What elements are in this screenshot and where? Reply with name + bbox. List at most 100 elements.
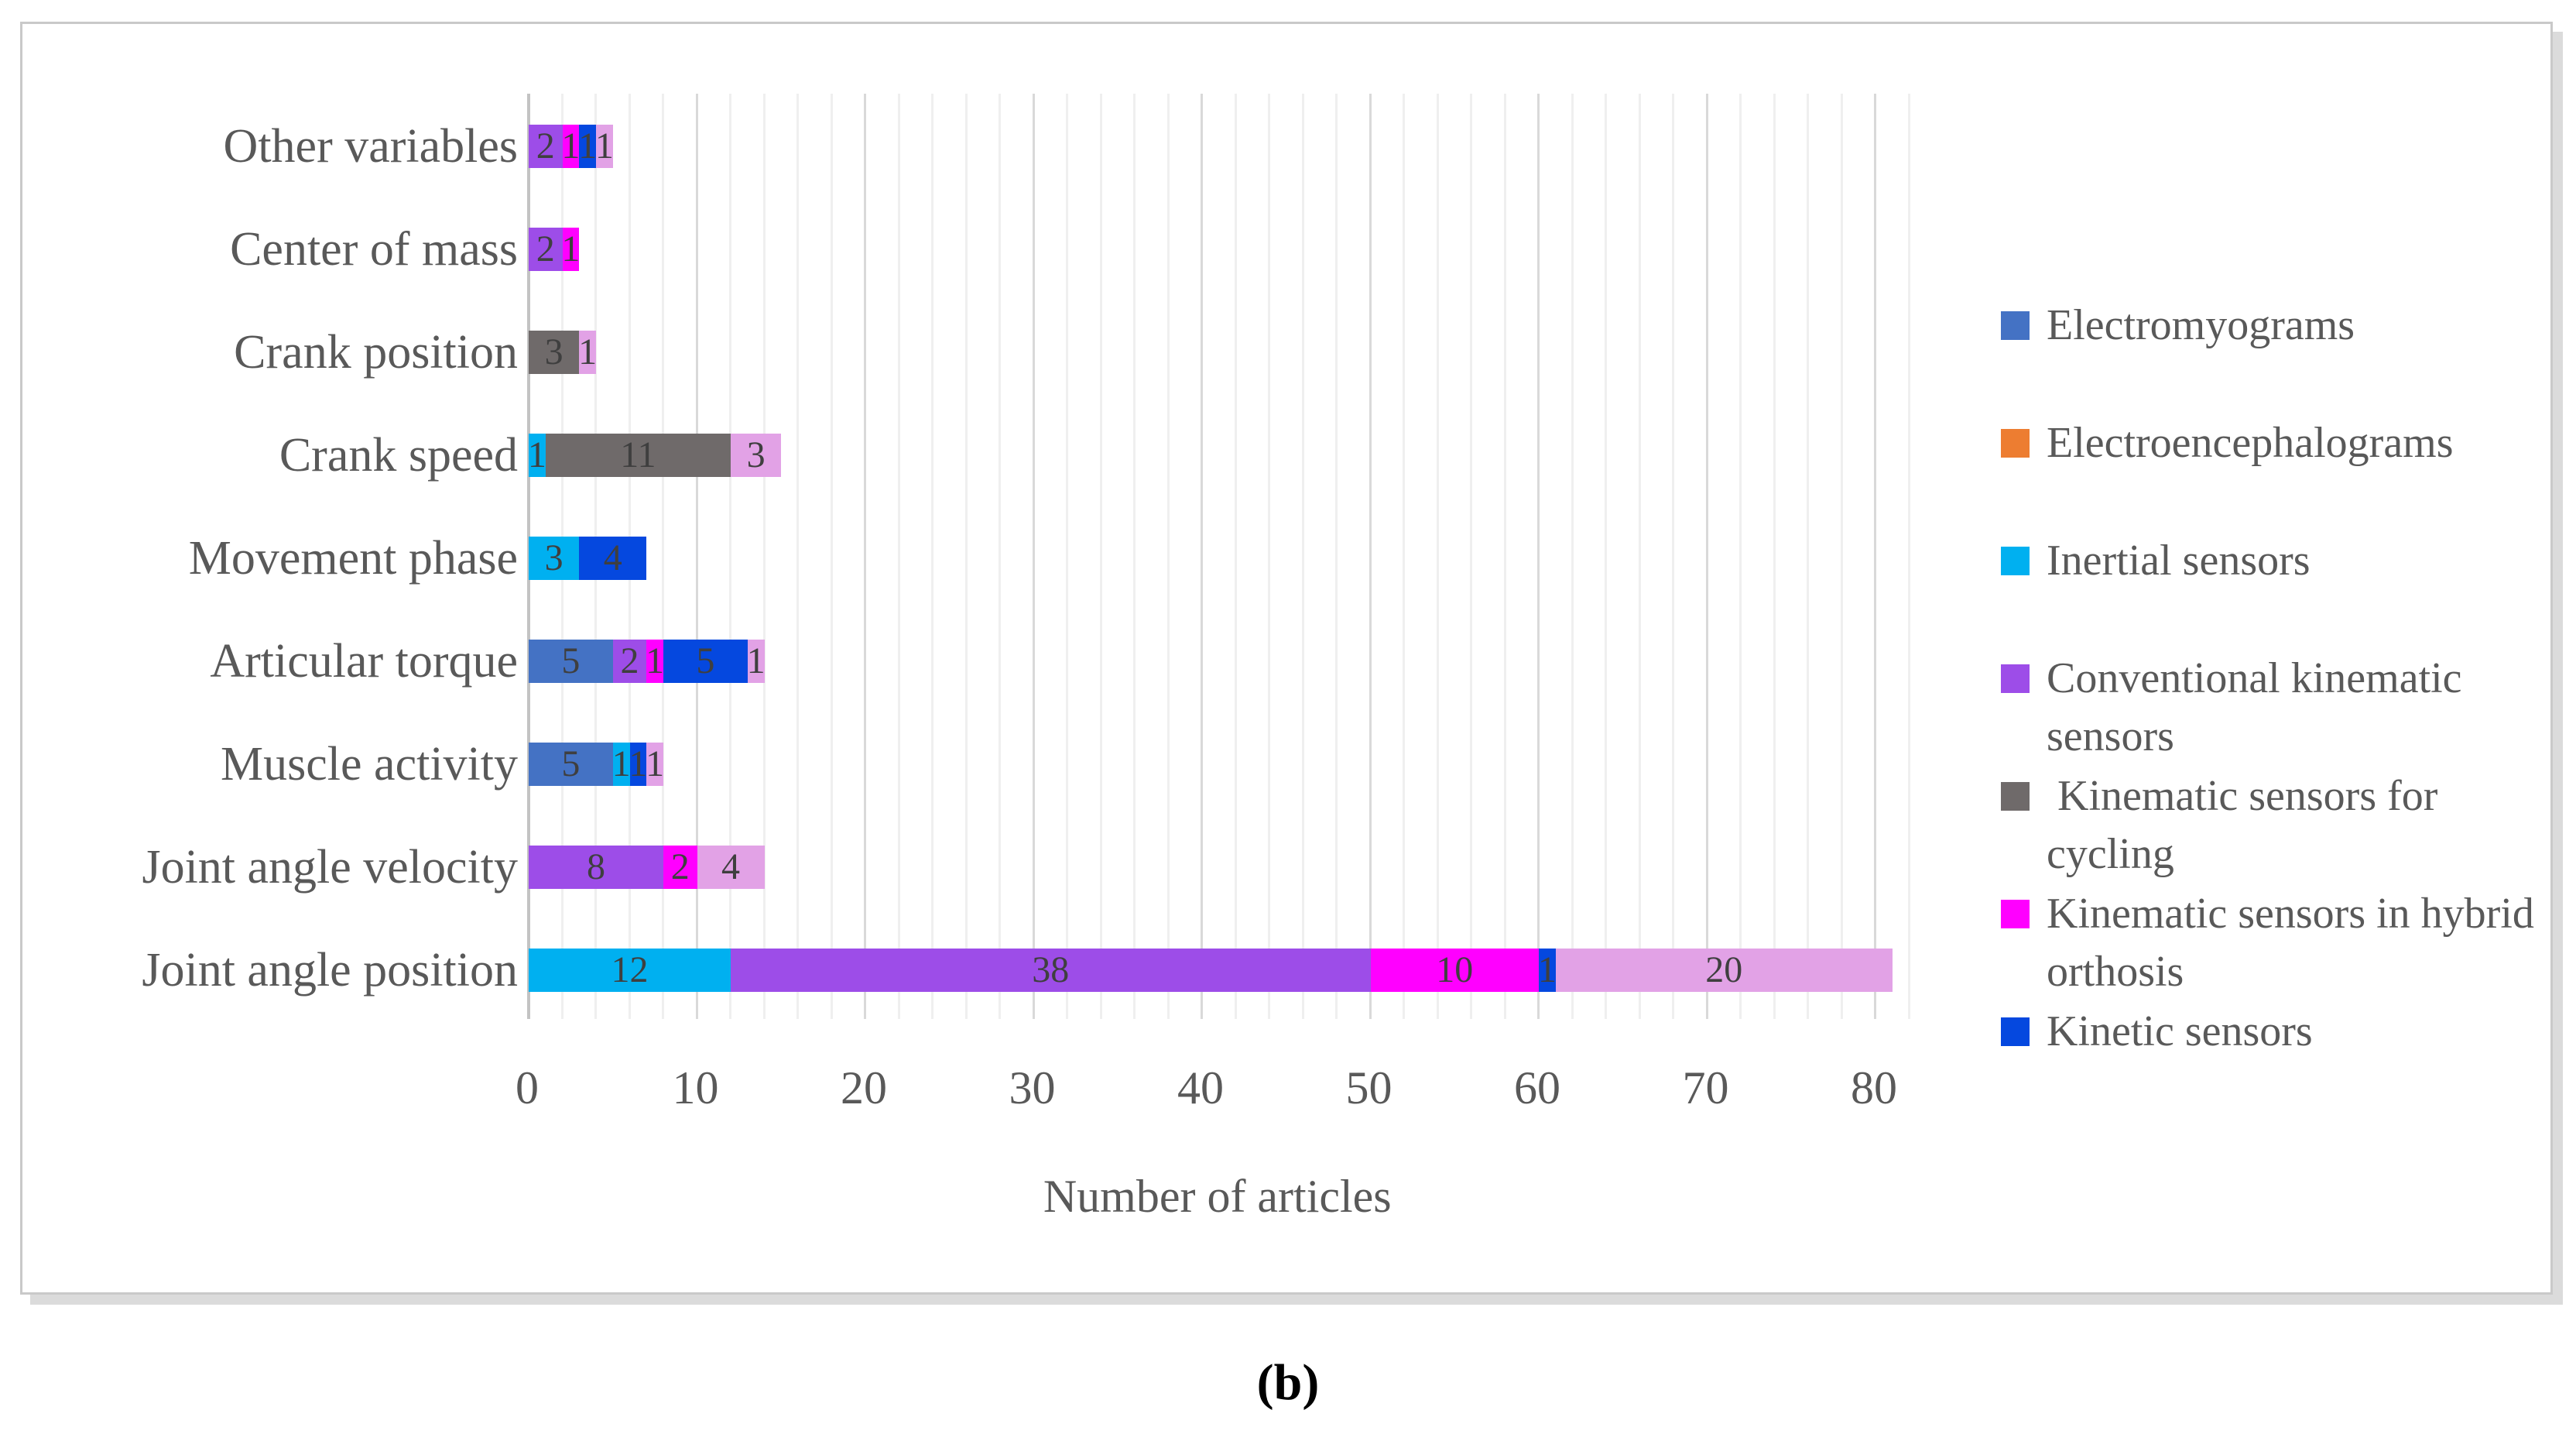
- bar-segment: 1: [629, 743, 648, 786]
- x-tick-label: 80: [1851, 1062, 1897, 1113]
- legend-label: Electromyograms: [2047, 301, 2355, 349]
- bar-value-label: 1: [561, 228, 581, 269]
- bar-value-label: 4: [721, 846, 740, 887]
- bar-segment: 5: [529, 640, 613, 683]
- bar-value-label: 1: [746, 640, 766, 681]
- bar-value-label: 2: [620, 640, 639, 681]
- x-tick-label: 70: [1682, 1062, 1729, 1113]
- x-tick-label: 30: [1009, 1062, 1056, 1113]
- gridline: [796, 94, 799, 1019]
- legend-item: Electromyograms: [2001, 297, 2574, 414]
- bar-value-label: 1: [629, 743, 648, 784]
- legend-label: Kinetic sensors: [2047, 1007, 2313, 1055]
- gridline: [1605, 94, 1607, 1019]
- chart-legend: Electromyograms Electroencephalograms Iner…: [2001, 297, 2574, 1120]
- gridline: [999, 94, 1001, 1019]
- bar-value-label: 2: [536, 125, 555, 166]
- chart-figure-box: Other variables 2 1 1 1 Center of mass 2 1 Crank…: [20, 22, 2553, 1295]
- bar-segment: 5: [529, 743, 613, 786]
- bar-segment: 4: [697, 846, 765, 889]
- bar-segment: 11: [545, 434, 731, 477]
- legend-item: Kinematic sensors for cycling: [2001, 767, 2574, 885]
- bar-segment: 1: [528, 434, 546, 477]
- bar-segment: 1: [746, 640, 766, 683]
- bar-value-label: 20: [1705, 949, 1743, 990]
- plot-area: Other variables 2 1 1 1 Center of mass 2 1 Crank…: [22, 24, 2550, 1292]
- bar-segment: 10: [1370, 949, 1539, 992]
- gridline: [897, 94, 900, 1019]
- bar-segment: 1: [612, 743, 631, 786]
- bar-value-label: 5: [561, 640, 581, 681]
- category-label: Movement phase: [188, 531, 518, 585]
- legend-swatch-icon: [2001, 1017, 2030, 1046]
- category-label: Articular torque: [210, 634, 518, 688]
- legend-swatch-icon: [2001, 900, 2030, 928]
- gridline: [1234, 94, 1237, 1019]
- bar-segment: 1: [594, 125, 614, 168]
- x-tick-label: 0: [516, 1062, 539, 1113]
- bar-value-label: 1: [594, 125, 614, 166]
- x-tick-label: 20: [841, 1062, 887, 1113]
- bar-segment: 1: [561, 228, 581, 271]
- gridline: [1268, 94, 1270, 1019]
- gridline: [1537, 94, 1540, 1019]
- bar-value-label: 2: [670, 846, 690, 887]
- legend-label: Electroencephalograms: [2047, 419, 2454, 467]
- gridline: [1166, 94, 1170, 1019]
- category-label: Muscle activity: [221, 737, 518, 791]
- bar-value-label: 1: [646, 743, 665, 784]
- bar-segment: 3: [731, 434, 782, 477]
- category-label: Other variables: [223, 119, 518, 173]
- gridline: [931, 94, 933, 1019]
- legend-label: Kinematic sensors for cycling: [2047, 772, 2449, 878]
- bar-segment: 1: [578, 125, 598, 168]
- legend-swatch-icon: [2001, 782, 2030, 811]
- bar-segment: 8: [529, 846, 663, 889]
- legend-swatch-icon: [2001, 311, 2030, 340]
- bar-value-label: 11: [620, 434, 656, 475]
- bar-segment: 2: [529, 228, 563, 271]
- legend-item: Kinetic sensors: [2001, 1003, 2574, 1120]
- category-label: Joint angle velocity: [142, 840, 518, 894]
- category-label: Crank speed: [279, 428, 518, 482]
- gridline: [1301, 94, 1304, 1019]
- gridline: [1066, 94, 1068, 1019]
- bar-value-label: 5: [696, 640, 715, 681]
- bar-value-label: 38: [1032, 949, 1070, 990]
- bar-segment: 20: [1555, 949, 1893, 992]
- gridline: [1874, 94, 1876, 1019]
- bar-segment: 38: [731, 949, 1371, 992]
- gridline: [695, 94, 698, 1019]
- bar-value-label: 2: [536, 228, 555, 269]
- bar-segment: 4: [579, 537, 647, 580]
- bar-segment: 3: [529, 331, 580, 374]
- x-tick-label: 40: [1177, 1062, 1224, 1113]
- x-tick-label: 50: [1345, 1062, 1392, 1113]
- legend-swatch-icon: [2001, 664, 2030, 693]
- gridline: [1201, 94, 1203, 1019]
- legend-item: Conventional kinematic sensors: [2001, 650, 2574, 767]
- x-tick-label: 10: [672, 1062, 719, 1113]
- legend-label: Inertial sensors: [2047, 537, 2311, 585]
- gridline: [1739, 94, 1742, 1019]
- category-label: Crank position: [234, 325, 518, 379]
- category-label: Joint angle position: [142, 943, 518, 997]
- bar-value-label: 1: [578, 125, 598, 166]
- category-label: Center of mass: [230, 222, 518, 276]
- gridline: [1773, 94, 1776, 1019]
- legend-swatch-icon: [2001, 429, 2030, 458]
- bar-segment: 2: [663, 846, 697, 889]
- bar-value-label: 10: [1436, 949, 1474, 990]
- gridline: [1368, 94, 1372, 1019]
- bar-segment: 1: [646, 640, 665, 683]
- bar-segment: 1: [1538, 949, 1557, 992]
- bar-value-label: 1: [646, 640, 665, 681]
- bar-segment: 1: [578, 331, 597, 374]
- bar-value-label: 4: [603, 537, 622, 578]
- gridline: [864, 94, 866, 1019]
- gridline: [1335, 94, 1338, 1019]
- gridline: [762, 94, 766, 1019]
- gridline: [1436, 94, 1439, 1019]
- gridline: [964, 94, 968, 1019]
